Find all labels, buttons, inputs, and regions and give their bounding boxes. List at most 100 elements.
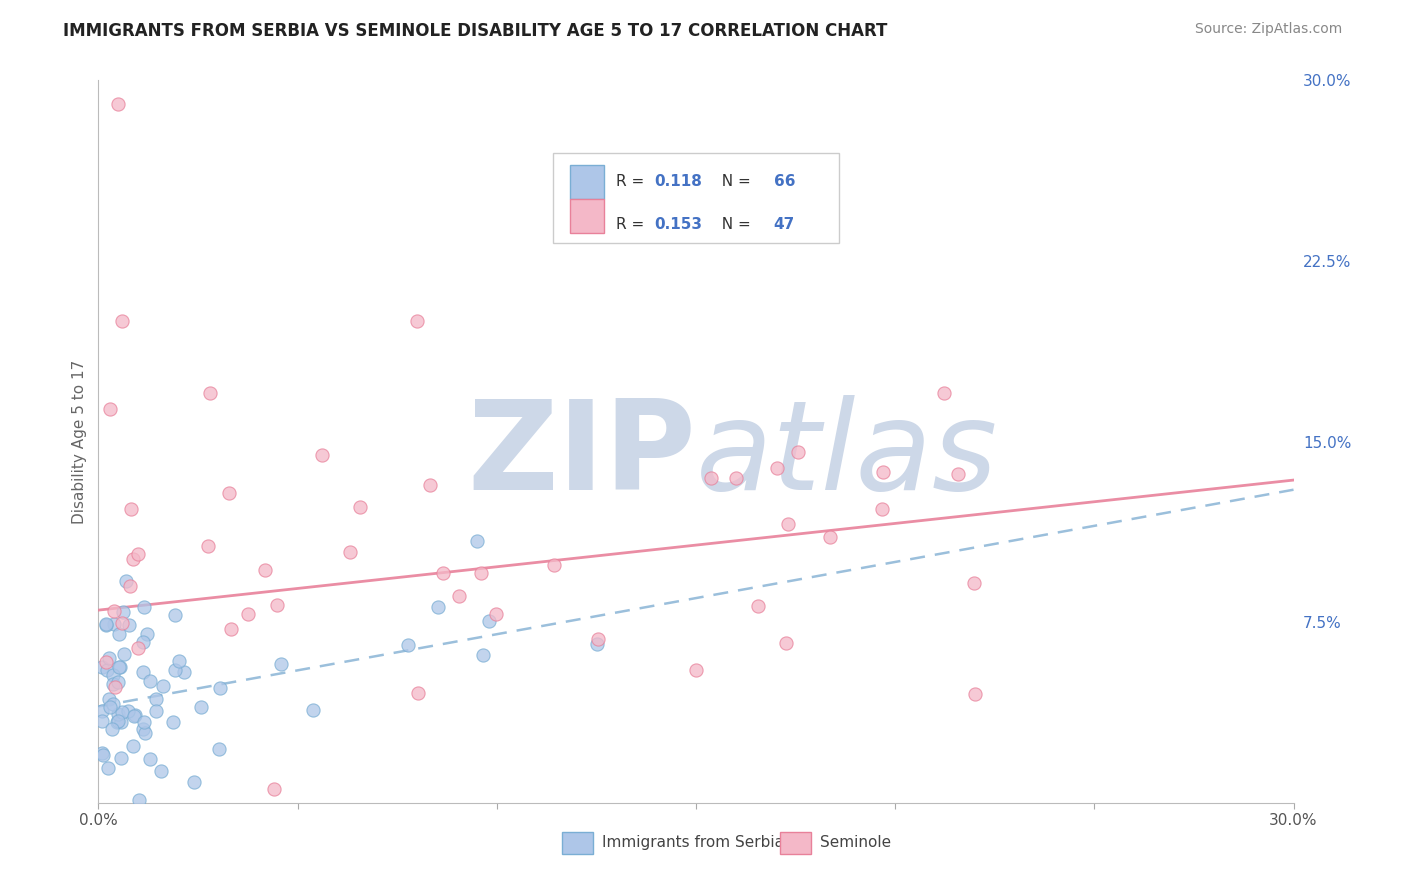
Text: R =: R = (616, 174, 650, 189)
Text: R =: R = (616, 218, 650, 232)
Point (724, 470, 747, 484)
Point (449, 589, 471, 603)
Point (197, 539, 219, 553)
Point (132, 635, 155, 649)
Point (406, 685, 429, 699)
Text: N =: N = (711, 174, 755, 189)
Point (101, 698, 124, 712)
Point (91, 704, 114, 718)
Point (120, 579, 142, 593)
Point (419, 477, 441, 491)
Point (209, 681, 232, 696)
Point (700, 470, 723, 484)
Point (132, 665, 155, 679)
Point (163, 663, 186, 677)
Point (101, 722, 124, 736)
Point (218, 486, 240, 500)
Point (162, 715, 184, 730)
Point (787, 444, 810, 458)
Point (765, 460, 787, 475)
Point (100, 700, 122, 714)
Text: ZIP: ZIP (467, 395, 696, 516)
Point (124, 708, 146, 723)
Point (198, 386, 221, 401)
Point (253, 563, 276, 577)
Point (117, 704, 139, 718)
Point (820, 531, 842, 545)
Point (339, 545, 361, 559)
Y-axis label: Disability Age 5 to 17: Disability Age 5 to 17 (72, 359, 87, 524)
Point (97, 651, 120, 665)
Text: IMMIGRANTS FROM SERBIA VS SEMINOLE DISABILITY AGE 5 TO 17 CORRELATION CHART: IMMIGRANTS FROM SERBIA VS SEMINOLE DISAB… (63, 22, 887, 40)
Point (302, 703, 325, 717)
Text: Seminole: Seminole (820, 836, 891, 850)
Point (588, 632, 610, 646)
Point (963, 575, 986, 590)
Point (183, 775, 205, 789)
Point (167, 654, 190, 668)
Point (105, 715, 128, 730)
Text: N =: N = (711, 218, 755, 232)
Text: 47: 47 (773, 218, 794, 232)
Point (112, 647, 135, 661)
Point (111, 616, 134, 631)
Point (963, 687, 986, 701)
Point (207, 741, 229, 756)
Point (485, 607, 508, 621)
Point (97, 761, 120, 775)
Point (776, 517, 799, 532)
Point (152, 679, 174, 693)
Point (120, 502, 142, 516)
Point (108, 659, 131, 673)
Point (118, 618, 141, 632)
Point (111, 706, 134, 720)
Point (104, 680, 127, 694)
Point (98, 401, 122, 416)
Point (472, 648, 495, 662)
Point (470, 566, 492, 580)
Point (932, 386, 955, 401)
Point (107, 97, 129, 112)
Point (311, 448, 333, 462)
Point (270, 657, 292, 672)
Point (132, 599, 155, 614)
Point (98, 691, 121, 706)
Point (135, 627, 157, 641)
Point (96, 655, 118, 669)
Text: 66: 66 (773, 174, 796, 189)
Point (103, 617, 125, 632)
Text: 0.118: 0.118 (654, 174, 702, 189)
Point (122, 708, 145, 723)
Point (396, 639, 419, 653)
Point (91, 746, 114, 760)
Text: atlas: atlas (696, 395, 998, 516)
Point (685, 664, 707, 678)
Point (103, 604, 125, 618)
Point (121, 739, 143, 753)
Point (91, 714, 114, 728)
Point (190, 700, 212, 714)
Point (266, 598, 288, 612)
Point (467, 533, 489, 548)
Point (101, 677, 124, 691)
Point (110, 751, 132, 765)
Point (112, 605, 135, 619)
Bar (571, 165, 605, 200)
Point (108, 660, 131, 674)
Point (132, 714, 155, 729)
Point (173, 665, 195, 680)
Point (406, 314, 429, 328)
FancyBboxPatch shape (553, 153, 839, 243)
Point (91, 659, 114, 673)
Point (138, 673, 160, 688)
Point (107, 627, 129, 641)
Point (127, 640, 149, 655)
Point (107, 674, 129, 689)
Point (110, 715, 132, 730)
Point (238, 607, 260, 622)
Point (96, 663, 118, 677)
Point (872, 465, 894, 479)
Point (145, 704, 167, 718)
Point (872, 501, 894, 516)
Point (426, 600, 449, 615)
